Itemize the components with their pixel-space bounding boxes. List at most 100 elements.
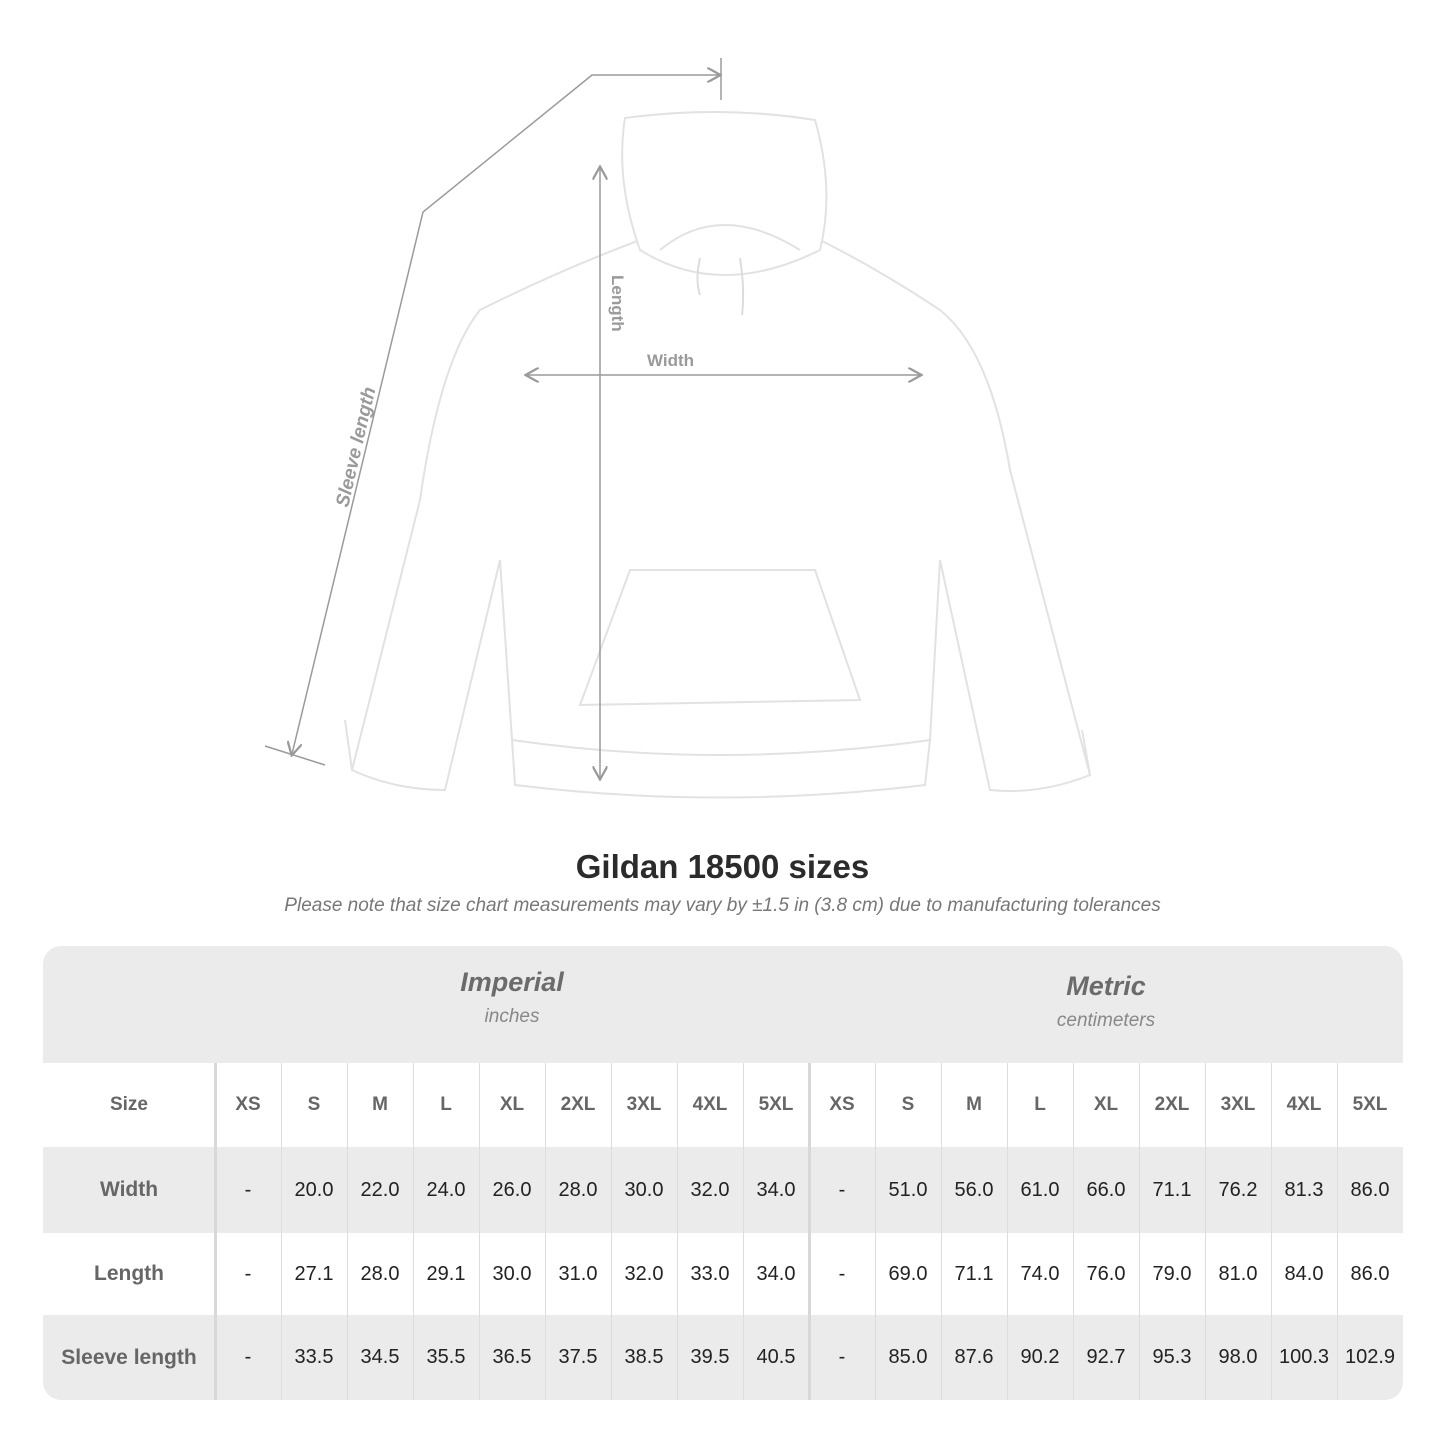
- metric-value-cell: 61.0: [1020, 1178, 1060, 1201]
- size-header: Size: [109, 1094, 149, 1115]
- imperial-header: Imperial inches: [215, 946, 809, 1059]
- imperial-value-cell: 33.5: [294, 1346, 334, 1368]
- size-table: Imperial inches Metric centimeters Size X…: [43, 946, 1403, 1400]
- row-band: [43, 1315, 1403, 1400]
- column-divider: [214, 1063, 217, 1400]
- imperial-value-cell: 33.0: [690, 1262, 730, 1285]
- column-divider: [1337, 1063, 1338, 1400]
- metric-value-cell: 95.3: [1152, 1346, 1192, 1368]
- imperial-value-cell: 30.0: [624, 1178, 664, 1201]
- imperial-value-cell: 35.5: [426, 1346, 466, 1368]
- metric-value-cell: 76.0: [1086, 1262, 1126, 1285]
- metric-value-cell: -: [838, 1178, 846, 1201]
- size-column-header: M: [966, 1094, 982, 1115]
- size-column-header: S: [307, 1094, 321, 1115]
- size-column-header: 2XL: [1154, 1094, 1190, 1115]
- metric-value-cell: 51.0: [888, 1178, 928, 1201]
- size-column-header: XL: [1093, 1094, 1119, 1115]
- imperial-value-cell: 27.1: [294, 1262, 334, 1285]
- length-label: Length: [608, 275, 627, 332]
- column-divider: [941, 1063, 942, 1400]
- imperial-value-cell: 30.0: [492, 1262, 532, 1285]
- metric-value-cell: 85.0: [888, 1346, 928, 1368]
- page-title: Gildan 18500 sizes: [575, 848, 870, 885]
- width-label: Width: [647, 351, 694, 370]
- hoodie-illustration: [344, 110, 1092, 799]
- column-divider: [743, 1063, 744, 1400]
- column-divider: [677, 1063, 678, 1400]
- metric-value-cell: 98.0: [1218, 1346, 1258, 1368]
- size-column-header: 4XL: [692, 1094, 728, 1115]
- metric-value-cell: 69.0: [888, 1262, 928, 1285]
- metric-title: Metric: [1066, 971, 1146, 1001]
- size-column-header: 5XL: [758, 1094, 794, 1115]
- metric-value-cell: 84.0: [1284, 1262, 1324, 1285]
- column-divider: [281, 1063, 282, 1400]
- column-divider: [611, 1063, 612, 1400]
- column-divider: [1271, 1063, 1272, 1400]
- column-divider: [808, 1063, 811, 1400]
- metric-value-cell: 81.0: [1218, 1262, 1258, 1285]
- sleeve-length-label: Sleeve length: [332, 385, 380, 509]
- metric-value-cell: 100.3: [1278, 1346, 1330, 1368]
- measurement-lines: [264, 58, 920, 778]
- size-column-header: S: [901, 1094, 915, 1115]
- imperial-value-cell: 39.5: [690, 1346, 730, 1368]
- metric-value-cell: 71.1: [1152, 1178, 1192, 1201]
- metric-value-cell: -: [838, 1346, 846, 1368]
- size-column-header: XL: [499, 1094, 525, 1115]
- row-label: Sleeve length: [61, 1345, 197, 1369]
- metric-value-cell: 81.3: [1284, 1178, 1324, 1201]
- column-divider: [545, 1063, 546, 1400]
- metric-value-cell: 87.6: [954, 1346, 994, 1368]
- metric-value-cell: 90.2: [1020, 1346, 1060, 1368]
- imperial-value-cell: 28.0: [558, 1178, 598, 1201]
- column-divider: [347, 1063, 348, 1400]
- size-column-header: 4XL: [1286, 1094, 1322, 1115]
- imperial-value-cell: 26.0: [492, 1178, 532, 1201]
- metric-value-cell: 56.0: [954, 1178, 994, 1201]
- imperial-value-cell: 20.0: [294, 1178, 334, 1201]
- column-divider: [1205, 1063, 1206, 1400]
- metric-value-cell: -: [838, 1262, 846, 1285]
- column-divider: [1073, 1063, 1074, 1400]
- imperial-value-cell: 38.5: [624, 1346, 664, 1368]
- imperial-value-cell: 28.0: [360, 1262, 400, 1285]
- column-divider: [479, 1063, 480, 1400]
- imperial-value-cell: -: [244, 1346, 252, 1368]
- metric-value-cell: 92.7: [1086, 1346, 1126, 1368]
- size-column-header: 2XL: [560, 1094, 596, 1115]
- imperial-value-cell: 22.0: [360, 1178, 400, 1201]
- tolerance-note: Please note that size chart measurements…: [284, 895, 1161, 916]
- size-column-header: 5XL: [1352, 1094, 1388, 1115]
- column-divider: [1007, 1063, 1008, 1400]
- imperial-value-cell: 40.5: [756, 1346, 796, 1368]
- metric-value-cell: 86.0: [1350, 1178, 1390, 1201]
- metric-unit: centimeters: [1056, 1010, 1156, 1031]
- imperial-unit: inches: [484, 1006, 540, 1027]
- row-label: Width: [99, 1178, 159, 1201]
- metric-value-cell: 102.9: [1344, 1346, 1396, 1368]
- imperial-value-cell: 36.5: [492, 1346, 532, 1368]
- size-column-header: XS: [235, 1094, 261, 1115]
- imperial-value-cell: 34.5: [360, 1346, 400, 1368]
- column-divider: [875, 1063, 876, 1400]
- column-divider: [1139, 1063, 1140, 1400]
- metric-value-cell: 76.2: [1218, 1178, 1258, 1201]
- metric-value-cell: 71.1: [954, 1262, 994, 1285]
- metric-value-cell: 86.0: [1350, 1262, 1390, 1285]
- imperial-value-cell: 24.0: [426, 1178, 466, 1201]
- imperial-value-cell: 37.5: [558, 1346, 598, 1368]
- size-column-header: L: [440, 1094, 452, 1115]
- column-divider: [413, 1063, 414, 1400]
- imperial-value-cell: -: [244, 1178, 252, 1201]
- metric-value-cell: 74.0: [1020, 1262, 1060, 1285]
- imperial-value-cell: -: [244, 1262, 252, 1285]
- size-column-header: 3XL: [1220, 1094, 1256, 1115]
- imperial-value-cell: 34.0: [756, 1178, 796, 1201]
- row-label: Length: [94, 1262, 164, 1285]
- imperial-value-cell: 32.0: [690, 1178, 730, 1201]
- hoodie-diagram: Sleeve length Length Width: [264, 58, 1092, 799]
- size-column-header: L: [1034, 1094, 1046, 1115]
- size-column-header: 3XL: [626, 1094, 662, 1115]
